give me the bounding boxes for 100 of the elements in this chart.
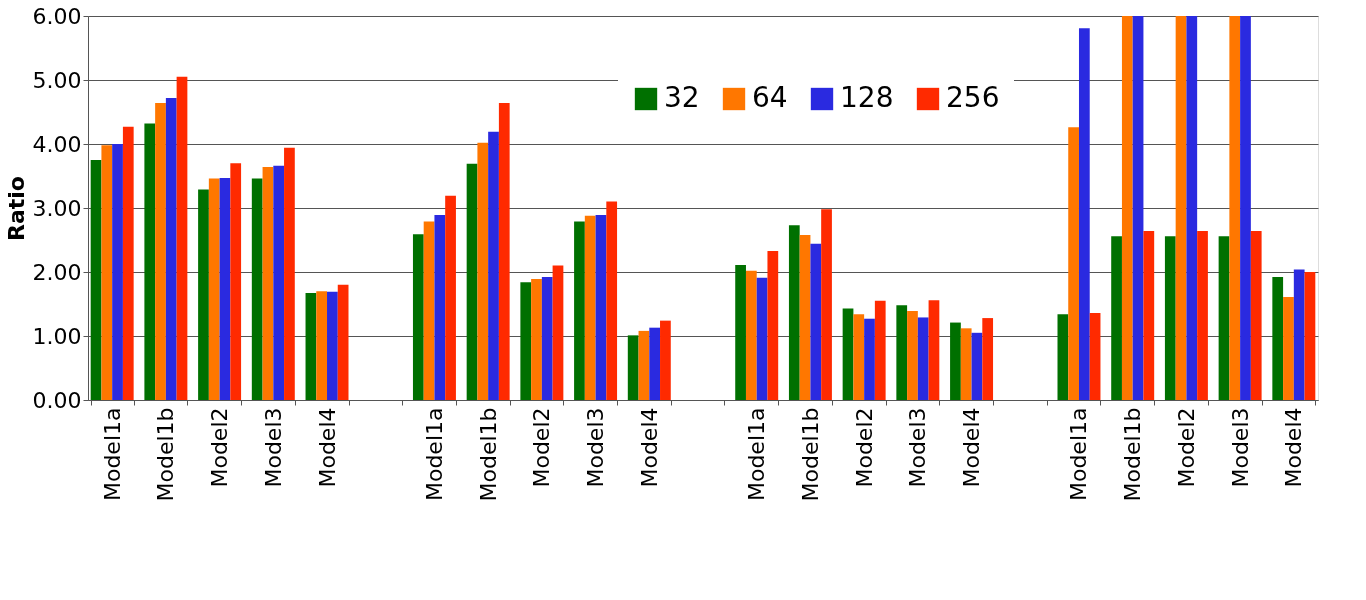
y-tick-label: 2.00 <box>32 259 82 285</box>
bar <box>273 165 285 400</box>
bar <box>1293 269 1305 400</box>
bar <box>638 330 650 400</box>
legend-label: 128 <box>840 81 894 114</box>
bar <box>606 201 618 400</box>
bar <box>853 314 865 400</box>
x-tick-label: Model3 <box>583 407 609 488</box>
bar <box>445 195 456 400</box>
bar <box>198 189 209 400</box>
x-tick-label: Model1a <box>1066 407 1092 502</box>
bar <box>1304 272 1316 400</box>
bar <box>531 279 542 400</box>
y-tick-label: 3.00 <box>32 195 82 221</box>
bar <box>176 76 188 400</box>
y-tick-label: 5.00 <box>32 67 82 93</box>
bar <box>971 332 983 400</box>
bar <box>1250 231 1262 400</box>
bar <box>1111 236 1122 400</box>
bar <box>595 215 607 400</box>
x-tick-label: Model3 <box>260 407 286 488</box>
bar <box>1240 16 1251 400</box>
bar <box>155 103 166 400</box>
bar <box>1089 312 1101 400</box>
bar <box>842 308 854 400</box>
y-tick-label: 6.00 <box>32 3 82 29</box>
x-tick-label: Model4 <box>636 407 662 488</box>
bar <box>1186 16 1198 400</box>
x-tick-label: Model4 <box>1281 407 1307 488</box>
x-tick-label: Model4 <box>314 407 340 488</box>
bar <box>1272 277 1284 400</box>
bar <box>1218 236 1230 400</box>
bar <box>165 97 177 400</box>
bar <box>917 317 929 400</box>
bar <box>219 177 231 400</box>
bar <box>584 215 596 400</box>
bar <box>649 327 661 400</box>
bar <box>982 318 994 400</box>
bar <box>434 215 446 400</box>
legend-label: 256 <box>946 81 1000 114</box>
bar <box>488 131 499 400</box>
bar <box>423 221 435 400</box>
x-tick-label: Model1a <box>421 407 447 502</box>
x-tick-label: Model2 <box>851 407 877 488</box>
x-tick-label: Model2 <box>1173 407 1199 488</box>
x-tick-label: Model2 <box>529 407 555 488</box>
legend-label: 32 <box>664 81 700 114</box>
bar <box>574 221 585 400</box>
bar <box>230 163 242 400</box>
x-tick-label: Model1b <box>797 407 823 502</box>
bar <box>316 291 328 400</box>
bar <box>1175 16 1187 400</box>
bar <box>896 305 908 400</box>
x-tick-label: Model3 <box>905 407 931 488</box>
bar <box>788 225 800 400</box>
y-tick-label: 4.00 <box>32 131 82 157</box>
bar <box>960 328 972 400</box>
bar <box>1057 314 1069 400</box>
bar <box>112 144 123 400</box>
bar <box>950 322 961 400</box>
bar <box>208 178 220 400</box>
x-tick-label: Model1a <box>99 407 125 502</box>
bar <box>864 318 875 400</box>
bar <box>756 277 768 400</box>
bar <box>262 167 274 400</box>
bar <box>735 264 746 400</box>
bar <box>1132 16 1144 400</box>
bar <box>1229 16 1241 400</box>
bar <box>327 291 338 400</box>
bar <box>745 270 757 400</box>
bar <box>284 147 295 400</box>
y-axis-title: Ratio <box>3 176 29 241</box>
x-tick-label: Model1b <box>475 407 501 502</box>
y-tick-label: 1.00 <box>32 323 82 349</box>
x-tick-label: Model1b <box>1120 407 1146 502</box>
bar <box>1164 236 1176 400</box>
x-tick-label: Model4 <box>959 407 985 488</box>
y-tick-label: 0.00 <box>32 387 82 413</box>
bar <box>1143 231 1155 400</box>
bar <box>821 209 832 400</box>
x-tick-label: Model3 <box>1227 407 1253 488</box>
bar <box>101 145 113 400</box>
bar <box>799 234 811 400</box>
bar <box>1078 28 1090 400</box>
bar <box>1283 296 1294 400</box>
bar <box>660 320 671 400</box>
bar <box>498 103 510 400</box>
bar <box>144 123 156 400</box>
bar <box>627 335 639 400</box>
bar <box>1068 127 1079 400</box>
legend-label: 64 <box>752 81 788 114</box>
x-tick-label: Model1b <box>153 407 179 502</box>
bar <box>541 277 553 400</box>
bar <box>907 311 918 400</box>
bar <box>874 300 886 400</box>
bar <box>552 265 564 400</box>
bar <box>412 234 424 400</box>
bar <box>466 163 478 400</box>
bar <box>520 282 532 400</box>
bar <box>1121 16 1133 400</box>
